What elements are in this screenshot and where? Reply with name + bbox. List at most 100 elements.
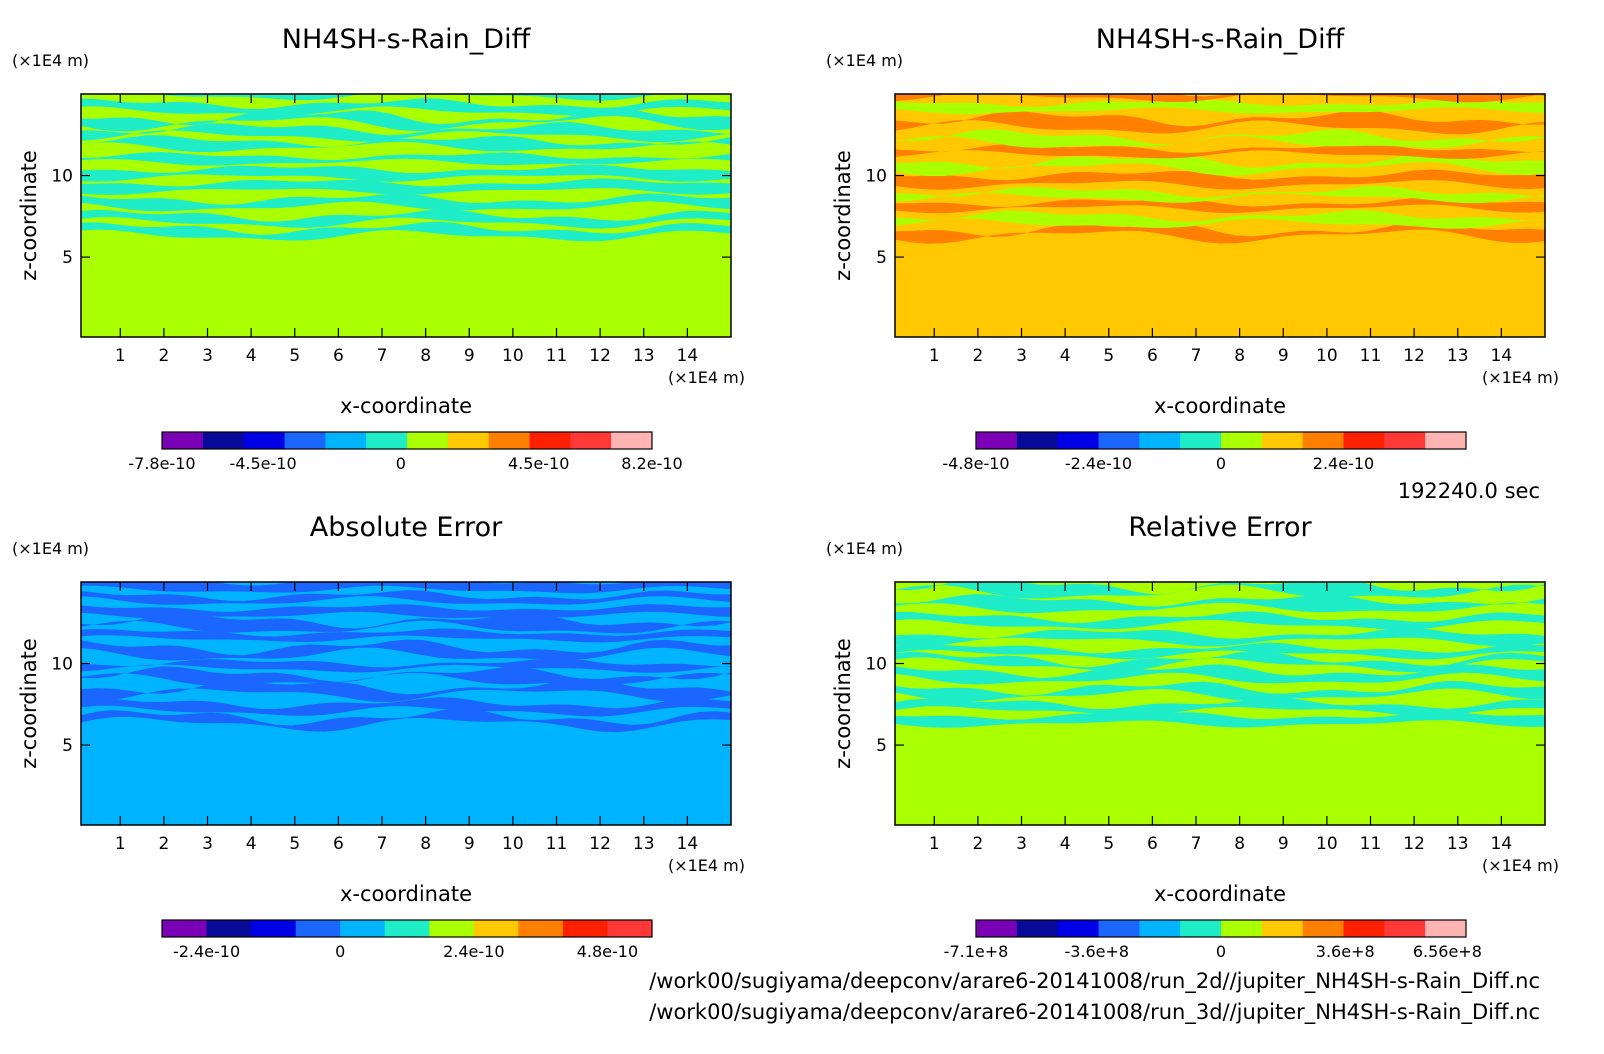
- x-tick-label: 5: [289, 346, 300, 366]
- colorbar-swatch: [488, 432, 530, 449]
- x-tick-label: 10: [1316, 346, 1338, 366]
- contour-band: [152, 94, 661, 101]
- x-tick-label: 8: [420, 834, 431, 854]
- contour-band: [895, 129, 1545, 148]
- colorbar-swatch: [607, 920, 653, 937]
- colorbar-swatch: [1016, 432, 1059, 449]
- colorbar-label: -4.8e-10: [942, 454, 1009, 473]
- contour-band: [895, 186, 1545, 204]
- colorbar-swatch: [251, 920, 297, 937]
- file-path-2d: /work00/sugiyama/deepconv/arare6-2014100…: [649, 969, 1540, 994]
- contour-field: [895, 94, 1545, 244]
- colorbar-swatch: [1302, 432, 1344, 449]
- contour-band: [895, 152, 1545, 176]
- y-axis-label: z-coordinate: [831, 638, 855, 769]
- x-tick-label: 12: [589, 834, 611, 854]
- colorbar-label: 0: [1216, 454, 1226, 473]
- contour-field: [895, 582, 1545, 728]
- colorbar-swatch: [1221, 920, 1263, 937]
- contour-band: [81, 164, 731, 182]
- colorbar-frame: [975, 919, 1467, 938]
- x-axis-label: x-coordinate: [1154, 394, 1286, 418]
- colorbar-swatch: [1425, 432, 1467, 449]
- x-tick-label: 6: [1147, 346, 1158, 366]
- contour-band: [895, 611, 1545, 630]
- x-tick-label: 8: [420, 346, 431, 366]
- chart-title: NH4SH-s-Rain_Diff: [1096, 24, 1346, 55]
- colorbar-label: 2.4e-10: [1313, 454, 1374, 473]
- file-path-3d: /work00/sugiyama/deepconv/arare6-2014100…: [649, 1000, 1540, 1025]
- colorbar-swatch: [1057, 920, 1099, 937]
- contour-band: [81, 604, 731, 619]
- contour-band: [81, 221, 731, 242]
- x-tick-label: 12: [1403, 346, 1425, 366]
- x-tick-label: 13: [1447, 346, 1469, 366]
- y-unit-label: (×1E4 m): [826, 539, 903, 558]
- chart-title: Absolute Error: [310, 512, 503, 543]
- x-tick-label: 2: [158, 834, 169, 854]
- x-tick-label: 3: [202, 346, 213, 366]
- colorbar-label: 0: [396, 454, 406, 473]
- x-unit-label: (×1E4 m): [1482, 368, 1559, 387]
- x-tick-label: 12: [589, 346, 611, 366]
- colorbar-swatch: [1057, 432, 1099, 449]
- contour-band: [81, 98, 731, 116]
- colorbar-swatch: [473, 920, 519, 937]
- y-tick-label: 5: [62, 248, 73, 268]
- chart-title: NH4SH-s-Rain_Diff: [282, 24, 532, 55]
- colorbar-swatch: [295, 920, 341, 937]
- colorbar-swatch: [243, 432, 285, 449]
- y-tick-label: 10: [51, 655, 73, 675]
- colorbar-swatch: [976, 432, 1018, 449]
- colorbar-label: -7.8e-10: [128, 454, 195, 473]
- colorbar-swatch: [162, 432, 204, 449]
- x-tick-label: 3: [202, 834, 213, 854]
- x-tick-label: 5: [289, 834, 300, 854]
- plot-frame: [894, 581, 1546, 826]
- colorbar-label: -2.4e-10: [1065, 454, 1132, 473]
- colorbar-label: -7.1e+8: [944, 942, 1009, 961]
- colorbar-swatch: [1302, 920, 1344, 937]
- x-tick-label: 11: [1360, 834, 1382, 854]
- colorbar-swatch: [529, 432, 571, 449]
- x-tick-label: 13: [1447, 834, 1469, 854]
- contour-band: [81, 107, 731, 132]
- y-axis-label: z-coordinate: [831, 150, 855, 281]
- contour-band: [81, 122, 731, 143]
- contour-band: [895, 210, 1545, 229]
- x-tick-label: 14: [1491, 834, 1513, 854]
- colorbar-swatch: [1425, 920, 1467, 937]
- contour-band: [895, 711, 1545, 728]
- x-tick-label: 2: [972, 834, 983, 854]
- x-tick-label: 7: [377, 834, 388, 854]
- colorbar-label: 4.8e-10: [577, 942, 638, 961]
- colorbar-swatch: [1180, 432, 1222, 449]
- plot-frame: [80, 581, 732, 826]
- colorbar-swatch: [1016, 920, 1059, 937]
- contour-band: [81, 152, 731, 166]
- x-tick-label: 1: [929, 346, 940, 366]
- colorbar-swatch: [366, 432, 408, 449]
- contour-field: [81, 582, 731, 733]
- contour-band: [81, 658, 731, 673]
- contour-band: [895, 680, 1545, 702]
- colorbar-swatch: [429, 920, 475, 937]
- colorbar-swatch: [1098, 432, 1140, 449]
- x-tick-label: 8: [1234, 834, 1245, 854]
- x-tick-label: 9: [1278, 834, 1289, 854]
- chart-panel-2: 1 2 3 4 5 6 7 8 9 10 11 12 13 14510NH4SH-s-Rain_Diff(…: [826, 24, 1559, 473]
- colorbar-swatch: [1139, 432, 1181, 449]
- y-tick-label: 5: [62, 736, 73, 756]
- x-tick-label: 8: [1234, 346, 1245, 366]
- colorbar-swatch: [611, 432, 653, 449]
- colorbar-swatch: [1139, 920, 1181, 937]
- contour-band: [895, 650, 1545, 673]
- contour-band: [895, 627, 1545, 647]
- colorbar-label: 0: [1216, 942, 1226, 961]
- x-tick-label: 11: [546, 346, 568, 366]
- x-tick-label: 6: [1147, 834, 1158, 854]
- colorbar-swatch: [1384, 432, 1426, 449]
- time-label: 192240.0 sec: [1398, 479, 1540, 503]
- x-tick-label: 3: [1016, 346, 1027, 366]
